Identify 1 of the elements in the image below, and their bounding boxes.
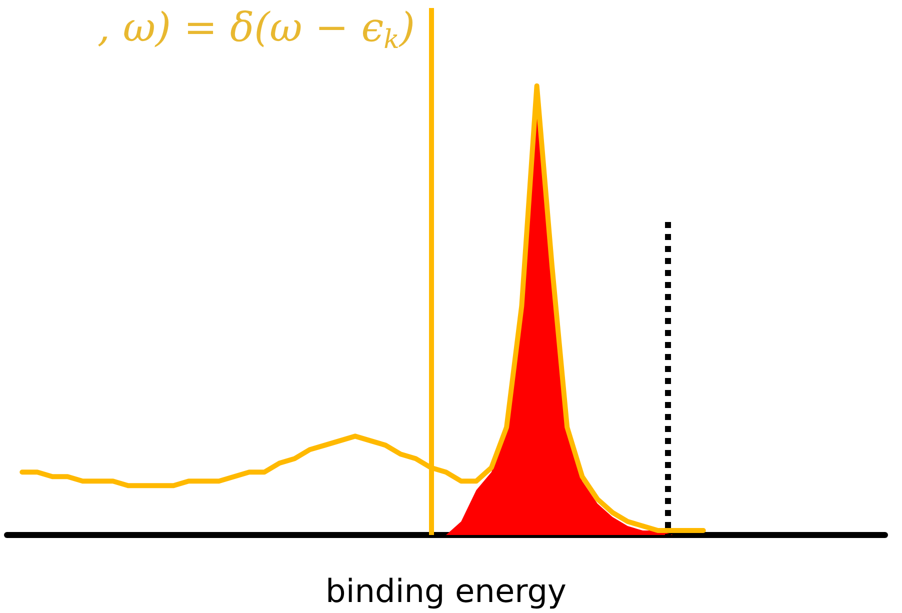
- x-axis-title: binding energy: [326, 572, 566, 610]
